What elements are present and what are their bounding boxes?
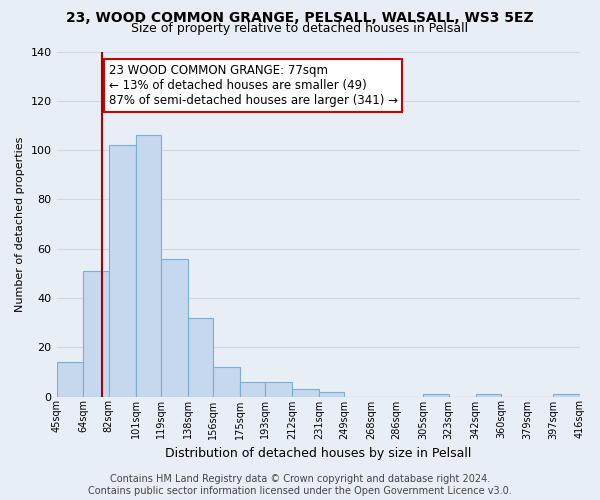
Y-axis label: Number of detached properties: Number of detached properties — [15, 136, 25, 312]
Bar — [136, 136, 161, 396]
Bar — [265, 382, 292, 396]
Bar — [56, 362, 83, 396]
Bar — [424, 394, 449, 396]
Bar — [319, 392, 344, 396]
Bar — [553, 394, 580, 396]
X-axis label: Distribution of detached houses by size in Pelsall: Distribution of detached houses by size … — [165, 447, 472, 460]
Text: Contains HM Land Registry data © Crown copyright and database right 2024.
Contai: Contains HM Land Registry data © Crown c… — [88, 474, 512, 496]
Text: 23, WOOD COMMON GRANGE, PELSALL, WALSALL, WS3 5EZ: 23, WOOD COMMON GRANGE, PELSALL, WALSALL… — [66, 11, 534, 25]
Bar — [161, 258, 188, 396]
Bar — [109, 145, 136, 397]
Bar — [292, 389, 319, 396]
Bar — [240, 382, 265, 396]
Bar — [83, 271, 109, 396]
Text: 23 WOOD COMMON GRANGE: 77sqm
← 13% of detached houses are smaller (49)
87% of se: 23 WOOD COMMON GRANGE: 77sqm ← 13% of de… — [109, 64, 398, 107]
Bar — [213, 367, 240, 396]
Bar — [188, 318, 213, 396]
Bar — [476, 394, 501, 396]
Text: Size of property relative to detached houses in Pelsall: Size of property relative to detached ho… — [131, 22, 469, 35]
